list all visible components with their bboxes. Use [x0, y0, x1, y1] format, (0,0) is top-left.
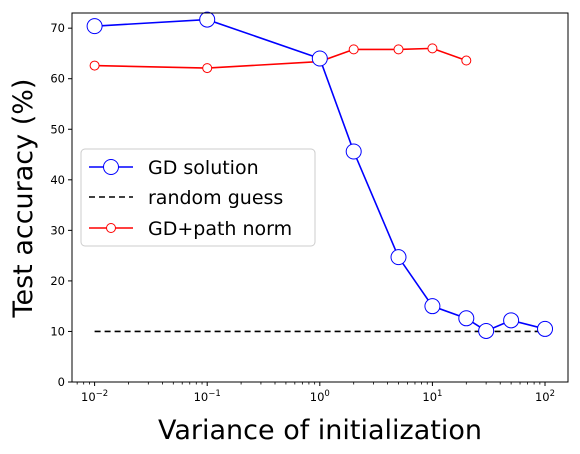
legend-label-gd-path-norm: GD+path norm [148, 218, 292, 240]
point-gd-path-norm-5 [427, 43, 438, 54]
legend-entry-gd-path-norm: GD+path norm [89, 218, 292, 240]
point-gd-solution-5 [424, 298, 441, 315]
y-tick-label-0: 0 [58, 375, 65, 389]
series-line-gd-solution [94, 18, 546, 332]
point-gd-path-norm-6 [461, 55, 472, 66]
x-tick-label-2: 100 [310, 389, 330, 404]
x-tick-label-3: 101 [422, 389, 442, 404]
point-gd-solution-1 [199, 11, 216, 28]
legend-frame [80, 148, 316, 247]
legend-marker-gd-path-norm [106, 223, 116, 233]
plot-marks [86, 11, 554, 339]
x-axis-title: Variance of initialization [158, 415, 482, 446]
x-tick-label-4: 102 [535, 389, 555, 404]
point-gd-solution-0 [86, 18, 103, 35]
y-axis: 0 10 20 30 40 50 60 70 [50, 21, 72, 389]
point-gd-solution-4 [390, 249, 407, 266]
x-tick-label-0: 10−2 [81, 389, 108, 404]
point-gd-solution-2 [311, 50, 328, 67]
legend: GD solution random guess GD+path norm [80, 148, 316, 247]
y-tick-label-3: 30 [50, 223, 65, 237]
y-tick-label-6: 60 [50, 72, 65, 86]
legend-label-gd-solution: GD solution [148, 157, 259, 179]
point-gd-solution-3 [345, 143, 362, 160]
point-gd-path-norm-3 [348, 44, 359, 55]
legend-marker-gd-solution [103, 159, 119, 175]
legend-entry-random-guess: random guess [89, 187, 283, 209]
point-gd-solution-6 [458, 310, 475, 327]
y-tick-label-2: 20 [50, 274, 65, 288]
y-tick-label-4: 40 [50, 173, 65, 187]
point-gd-solution-9 [537, 320, 554, 337]
point-gd-solution-8 [503, 312, 520, 329]
x-tick-label-1: 10−1 [194, 389, 221, 404]
point-gd-path-norm-1 [202, 63, 213, 74]
legend-label-random-guess: random guess [148, 187, 283, 209]
series-line-gd-path-norm [94, 47, 467, 69]
legend-entry-gd-solution: GD solution [89, 157, 259, 179]
x-axis: 10−2 10−1 100 101 102 [76, 382, 555, 404]
y-tick-label-5: 50 [50, 122, 65, 136]
point-gd-path-norm-4 [393, 44, 404, 55]
y-tick-label-1: 10 [50, 324, 65, 338]
y-axis-title: Test accuracy (%) [8, 79, 39, 319]
y-tick-label-7: 70 [50, 21, 65, 35]
point-gd-solution-7 [478, 322, 495, 339]
point-gd-path-norm-0 [89, 60, 100, 71]
